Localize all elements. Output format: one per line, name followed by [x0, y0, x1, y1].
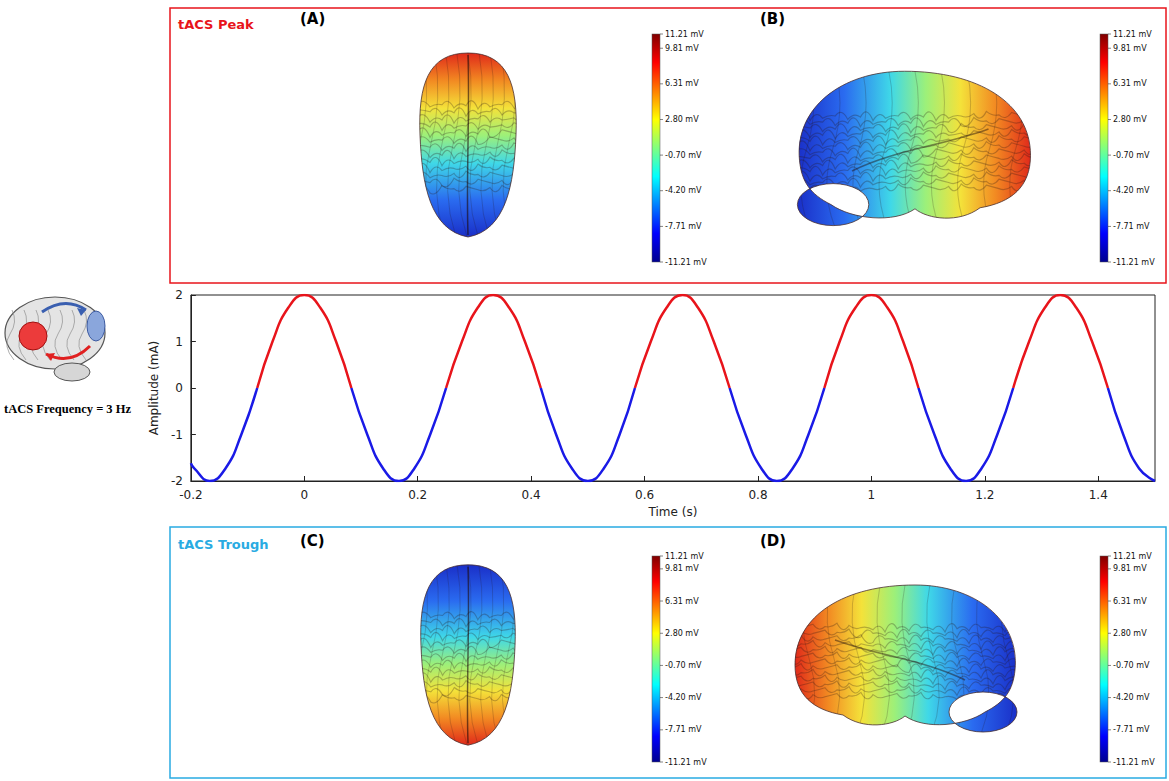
svg-text:2.80 mV: 2.80 mV: [1113, 629, 1147, 638]
svg-text:2.80 mV: 2.80 mV: [665, 115, 699, 124]
svg-text:-0.70 mV: -0.70 mV: [665, 151, 702, 160]
svg-text:tACS Trough: tACS Trough: [178, 537, 269, 552]
svg-text:2.80 mV: 2.80 mV: [1113, 115, 1147, 124]
svg-text:1.4: 1.4: [1089, 488, 1108, 502]
svg-text:6.31 mV: 6.31 mV: [1113, 79, 1147, 88]
svg-text:1: 1: [868, 488, 876, 502]
svg-text:-11.21 mV: -11.21 mV: [665, 258, 707, 267]
svg-text:-0.70 mV: -0.70 mV: [1113, 661, 1150, 670]
svg-text:-0.70 mV: -0.70 mV: [665, 661, 702, 670]
svg-text:0: 0: [300, 488, 308, 502]
svg-text:1.2: 1.2: [975, 488, 994, 502]
svg-text:-4.20 mV: -4.20 mV: [665, 186, 702, 195]
svg-text:0.6: 0.6: [635, 488, 654, 502]
svg-text:11.21 mV: 11.21 mV: [1113, 552, 1152, 561]
svg-text:Time (s): Time (s): [648, 505, 698, 519]
svg-text:9.81 mV: 9.81 mV: [1113, 44, 1147, 53]
svg-text:-11.21 mV: -11.21 mV: [665, 758, 707, 767]
svg-text:-11.21 mV: -11.21 mV: [1113, 758, 1155, 767]
svg-text:0.4: 0.4: [522, 488, 541, 502]
svg-text:0.2: 0.2: [408, 488, 427, 502]
svg-text:-11.21 mV: -11.21 mV: [1113, 258, 1155, 267]
svg-text:Amplitude (mA): Amplitude (mA): [147, 341, 161, 436]
svg-text:11.21 mV: 11.21 mV: [1113, 30, 1152, 39]
svg-text:-1: -1: [171, 428, 183, 442]
svg-text:11.21 mV: 11.21 mV: [665, 30, 704, 39]
svg-text:(B): (B): [760, 10, 785, 28]
svg-text:-7.71 mV: -7.71 mV: [665, 222, 702, 231]
svg-text:-0.70 mV: -0.70 mV: [1113, 151, 1150, 160]
svg-text:0: 0: [175, 381, 183, 395]
svg-text:(D): (D): [760, 532, 786, 550]
svg-text:(A): (A): [300, 10, 325, 28]
svg-text:0.8: 0.8: [748, 488, 767, 502]
svg-text:-7.71 mV: -7.71 mV: [1113, 725, 1150, 734]
svg-text:9.81 mV: 9.81 mV: [1113, 564, 1147, 573]
svg-text:9.81 mV: 9.81 mV: [665, 44, 699, 53]
svg-text:(C): (C): [300, 532, 325, 550]
svg-text:2.80 mV: 2.80 mV: [665, 629, 699, 638]
svg-text:tACS Peak: tACS Peak: [178, 17, 254, 32]
svg-text:-7.71 mV: -7.71 mV: [665, 725, 702, 734]
svg-text:6.31 mV: 6.31 mV: [665, 79, 699, 88]
svg-text:-7.71 mV: -7.71 mV: [1113, 222, 1150, 231]
svg-text:-4.20 mV: -4.20 mV: [1113, 693, 1150, 702]
svg-text:-0.2: -0.2: [179, 488, 202, 502]
svg-text:-2: -2: [171, 474, 183, 488]
svg-text:1: 1: [175, 335, 183, 349]
svg-text:6.31 mV: 6.31 mV: [1113, 597, 1147, 606]
svg-text:6.31 mV: 6.31 mV: [665, 597, 699, 606]
svg-text:11.21 mV: 11.21 mV: [665, 552, 704, 561]
svg-text:tACS Frequency = 3 Hz: tACS Frequency = 3 Hz: [4, 402, 131, 416]
svg-text:9.81 mV: 9.81 mV: [665, 564, 699, 573]
svg-text:2: 2: [175, 288, 183, 302]
svg-text:-4.20 mV: -4.20 mV: [665, 693, 702, 702]
svg-text:-4.20 mV: -4.20 mV: [1113, 186, 1150, 195]
